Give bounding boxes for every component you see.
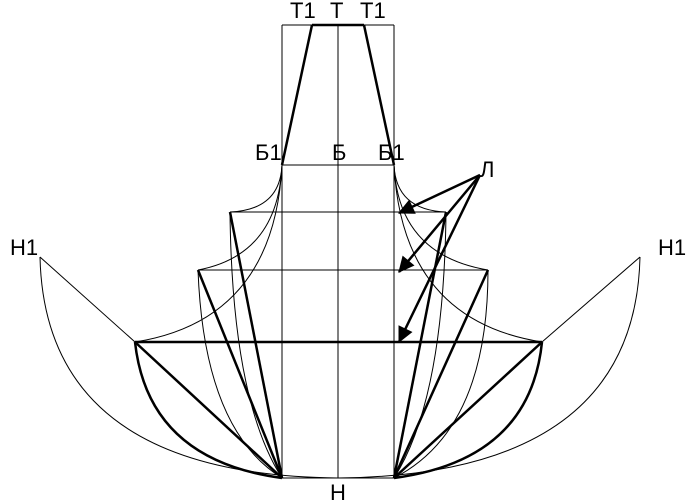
label-B1_left: Б1 (255, 140, 282, 165)
curve (198, 165, 282, 270)
label-H1_left: Н1 (10, 235, 38, 260)
line (198, 270, 282, 478)
label-H1_right: Н1 (658, 235, 686, 260)
curve (230, 165, 282, 212)
label-L: Л (480, 157, 494, 182)
label-B: Б (332, 140, 346, 165)
curve (135, 165, 282, 342)
line (542, 257, 640, 342)
line (394, 270, 488, 478)
curve (394, 165, 542, 342)
line (282, 25, 312, 165)
label-H: Н (330, 480, 346, 504)
label-T1_left: Т1 (290, 0, 316, 23)
label-B1_right: Б1 (378, 140, 405, 165)
label-T1_right: Т1 (360, 0, 386, 23)
line (40, 257, 135, 342)
label-T: Т (330, 0, 343, 23)
curve (394, 165, 446, 212)
skirt-flare-diagram: Т1 Т Т1 Б1 Б Б1 Л Н1 Н1 Н (0, 0, 697, 504)
